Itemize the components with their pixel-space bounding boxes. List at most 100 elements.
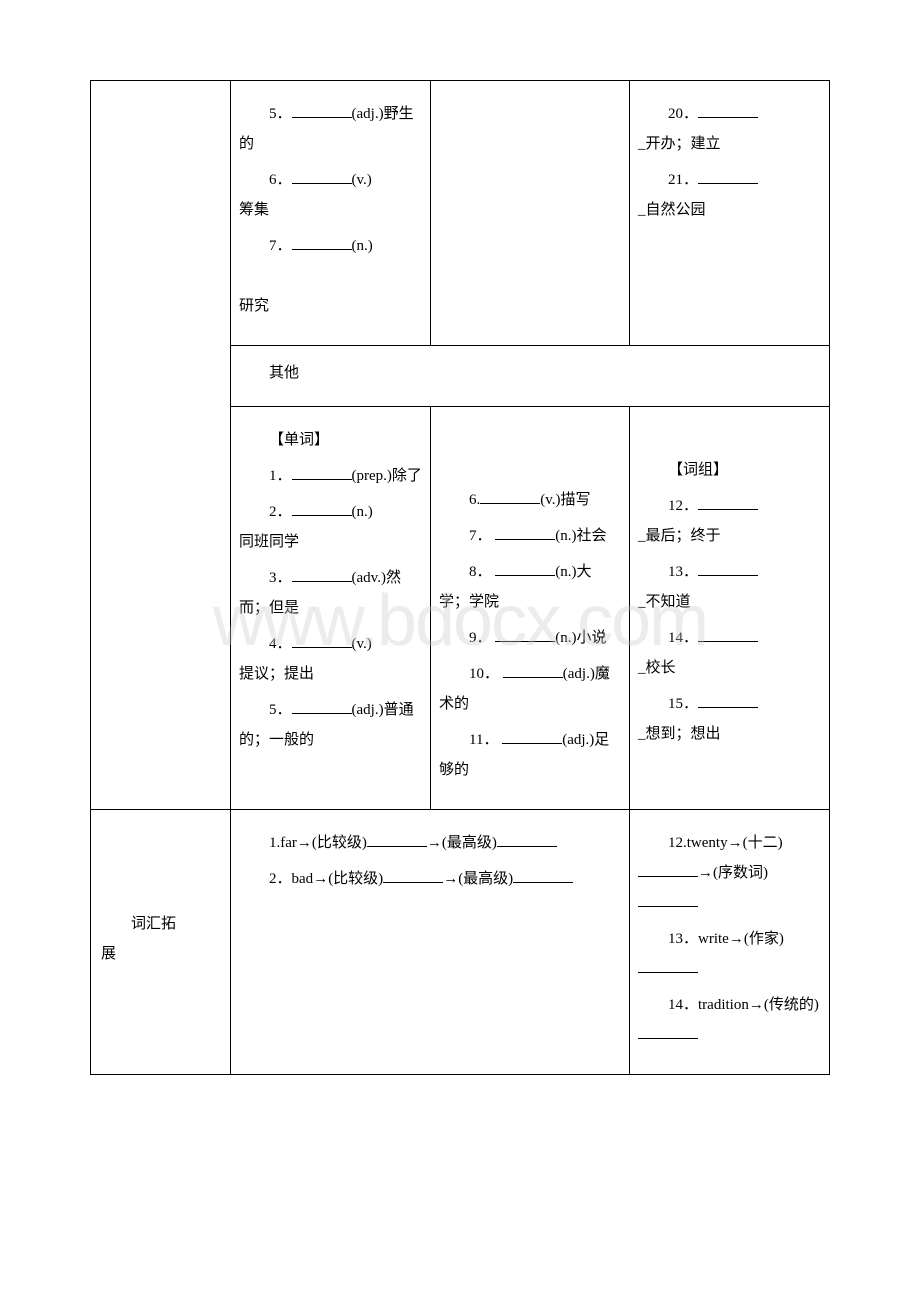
item-number: 9．	[469, 630, 492, 646]
item-meaning: 小说	[577, 630, 607, 646]
blank-line	[698, 103, 758, 118]
item-meaning: 不知道	[646, 594, 691, 610]
item-number: 12.	[668, 835, 687, 851]
other-header-text: 其他	[239, 358, 299, 388]
blank-line	[292, 103, 352, 118]
main-table: 5．(adj.)野生的 6．(v.)筹集 7．(n.)研究 20．_开办；建立 …	[90, 80, 830, 1075]
item-pos: (v.)	[352, 172, 372, 188]
vocab-item: 7．(n.)研究	[239, 231, 422, 321]
vocab-extend-label-2: 展	[101, 939, 222, 969]
item-number: 7．	[469, 528, 492, 544]
section-header: 【单词】	[239, 425, 422, 455]
vocab-item: 7． (n.)社会	[439, 521, 621, 551]
item-number: 4．	[269, 636, 292, 652]
arrow-icon: →	[728, 835, 743, 851]
item-form: (比较级)	[312, 835, 367, 851]
arrow-icon: →	[297, 835, 312, 851]
item-number: 6.	[469, 492, 480, 508]
blank-line	[292, 501, 352, 516]
item-pos: (n.)	[555, 564, 576, 580]
arrow-icon: →	[427, 835, 442, 851]
item-word: twenty	[687, 835, 728, 851]
blank-line	[292, 633, 352, 648]
item-number: 2．	[269, 871, 292, 887]
item-meaning: 自然公园	[646, 202, 706, 218]
item-number: 14．	[668, 630, 698, 646]
vocab-item: 11． (adj.)足够的	[439, 725, 621, 785]
item-form: (最高级)	[442, 835, 497, 851]
item-form: (作家)	[744, 931, 784, 947]
item-meaning: 最后；终于	[646, 528, 721, 544]
section-header: 【词组】	[638, 455, 821, 485]
blank-line	[638, 958, 698, 973]
arrow-icon: →	[443, 871, 458, 887]
blank-line	[495, 627, 555, 642]
item-pos: (v.)	[540, 492, 560, 508]
item-number: 13．	[668, 931, 698, 947]
blank-line	[480, 489, 540, 504]
item-pos: (adj.)	[352, 702, 384, 718]
vocab-extend-item: 13．write→(作家)	[638, 924, 821, 984]
item-meaning: 描写	[561, 492, 591, 508]
vocab-item: 2．(n.)同班同学	[239, 497, 422, 557]
vocab-extend-label: 词汇拓	[101, 909, 222, 939]
section2-col2: 6.(v.)描写 7． (n.)社会 8． (n.)大学；学院 9． (n.)小…	[431, 407, 630, 810]
item-pos: (adj.)	[562, 732, 594, 748]
item-number: 5．	[269, 702, 292, 718]
item-meaning: 想到；想出	[646, 726, 721, 742]
item-number: 21．	[668, 172, 698, 188]
item-meaning: 社会	[577, 528, 607, 544]
item-number: 8．	[469, 564, 492, 580]
vocab-extend-col2: 12.twenty→(十二)→(序数词) 13．write→(作家) 14．tr…	[630, 810, 830, 1075]
blank-line	[513, 868, 573, 883]
item-word: tradition	[698, 997, 749, 1013]
phrase-item: 21．_自然公园	[638, 165, 821, 225]
blank-line	[292, 169, 352, 184]
item-word: far	[280, 835, 297, 851]
vocab-item: 9． (n.)小说	[439, 623, 621, 653]
vocab-item: 3．(adv.)然而；但是	[239, 563, 422, 623]
phrase-item: 13．_不知道	[638, 557, 821, 617]
blank-line	[698, 495, 758, 510]
item-form: (序数词)	[713, 865, 768, 881]
vocab-extend-item: 14．tradition→(传统的)	[638, 990, 821, 1050]
item-pos: (adj.)	[563, 666, 595, 682]
phrase-item: 12．_最后；终于	[638, 491, 821, 551]
section1-col3: 20．_开办；建立 21．_自然公园	[630, 81, 830, 346]
item-meaning: 校长	[646, 660, 676, 676]
blank-line	[497, 832, 557, 847]
item-number: 10．	[469, 666, 499, 682]
vocab-extend-label-cell: 词汇拓 展	[91, 810, 231, 1075]
blank-line	[698, 693, 758, 708]
item-number: 3．	[269, 570, 292, 586]
blank-line	[698, 169, 758, 184]
vocab-extend-item: 12.twenty→(十二)→(序数词)	[638, 828, 821, 918]
item-form: (十二)	[743, 835, 783, 851]
vocab-item: 6. (v.)描写	[439, 485, 621, 515]
blank-line	[502, 729, 562, 744]
item-number: 5．	[269, 106, 292, 122]
blank-line	[638, 862, 698, 877]
blank-line	[367, 832, 427, 847]
item-meaning: 除了	[392, 468, 422, 484]
arrow-icon: →	[729, 931, 744, 947]
arrow-icon: →	[698, 865, 713, 881]
item-form: (传统的)	[764, 997, 819, 1013]
table-row: 词汇拓 展 1.far→(比较级)→(最高级) 2．bad→(比较级)→(最高级…	[91, 810, 830, 1075]
item-number: 1．	[269, 468, 292, 484]
item-number: 6．	[269, 172, 292, 188]
item-meaning: 研究	[239, 298, 269, 314]
item-number: 15．	[668, 696, 698, 712]
item-pos: (v.)	[352, 636, 372, 652]
vocab-item: 4．(v.)提议；提出	[239, 629, 422, 689]
item-word: write	[698, 931, 729, 947]
vocab-item: 1．(prep.)除了	[239, 461, 422, 491]
section1-col1: 5．(adj.)野生的 6．(v.)筹集 7．(n.)研究	[231, 81, 431, 346]
other-header-cell: 其他	[231, 346, 830, 407]
blank-line	[292, 465, 352, 480]
item-word: bad	[292, 871, 314, 887]
section2-col3: 【词组】 12．_最后；终于 13．_不知道 14．_校长 15．_想到；想出	[630, 407, 830, 810]
item-number: 20．	[668, 106, 698, 122]
blank-line	[495, 525, 555, 540]
item-number: 13．	[668, 564, 698, 580]
